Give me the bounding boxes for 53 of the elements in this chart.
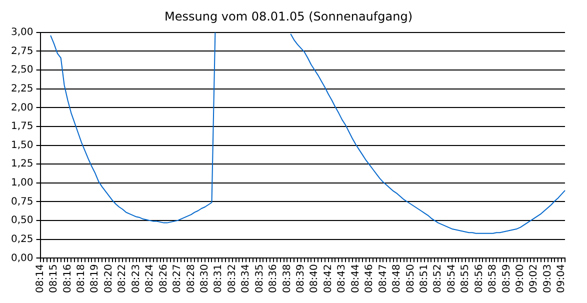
- x-tick-label: 08:20: [103, 264, 114, 294]
- y-tick-label: 0,25: [11, 234, 34, 245]
- x-tick-label: 08:42: [322, 264, 334, 294]
- y-tick-label: 1,00: [11, 178, 34, 189]
- x-tick-label: 08:56: [474, 264, 485, 294]
- x-tick-label: 08:15: [48, 264, 60, 294]
- x-tick-label: 09:03: [542, 264, 554, 294]
- x-tick-label: 08:44: [350, 264, 362, 294]
- x-tick-label: 08:14: [34, 264, 46, 294]
- x-tick-label: 08:26: [158, 264, 170, 294]
- x-tick-label: 08:36: [268, 264, 280, 294]
- x-tick-label: 08:34: [240, 264, 252, 294]
- x-tick-label: 08:39: [296, 264, 307, 294]
- x-tick-label: 08:51: [418, 264, 430, 294]
- y-tick-label: 2,25: [11, 83, 34, 94]
- x-tick-label: 08:27: [172, 264, 184, 294]
- x-tick-label: 08:48: [392, 264, 403, 294]
- y-tick-label: 0,00: [11, 252, 34, 264]
- x-tick-label: 09:02: [528, 264, 540, 294]
- x-tick-label: 08:22: [117, 264, 128, 294]
- y-tick-label: 2,00: [11, 102, 34, 114]
- x-tick-label: 08:52: [432, 264, 444, 294]
- x-tick-label: 08:28: [186, 264, 197, 294]
- y-tick-label: 1,25: [11, 158, 34, 170]
- chart-title: Messung vom 08.01.05 (Sonnenaufgang): [164, 9, 412, 24]
- x-tick-label: 08:35: [254, 264, 266, 294]
- x-tick-label: 08:19: [90, 264, 101, 294]
- x-tick-label: 08:55: [460, 264, 472, 294]
- x-tick-label: 08:59: [501, 264, 512, 294]
- x-tick-label: 08:40: [309, 264, 320, 294]
- x-tick-label: 08:58: [488, 264, 499, 294]
- x-tick-label: 08:23: [130, 264, 142, 294]
- y-tick-label: 0,75: [11, 196, 34, 208]
- x-tick-label: 08:38: [282, 264, 293, 294]
- x-tick-label: 09:00: [515, 264, 526, 294]
- y-tick-label: 2,75: [11, 46, 34, 57]
- x-tick-label: 08:46: [364, 264, 376, 294]
- y-tick-label: 2,50: [11, 64, 34, 76]
- x-tick-label: 08:30: [199, 264, 210, 294]
- x-tick-label: 09:04: [556, 264, 568, 294]
- y-tick-label: 0,50: [11, 215, 34, 226]
- x-tick-label: 08:43: [336, 264, 348, 294]
- x-tick-label: 08:31: [213, 264, 224, 294]
- x-tick-label: 08:47: [378, 264, 389, 294]
- x-tick-label: 08:18: [76, 264, 88, 294]
- x-tick-label: 08:16: [62, 264, 74, 294]
- x-tick-label: 08:54: [446, 264, 458, 294]
- y-tick-label: 1,50: [11, 140, 34, 151]
- y-tick-label: 3,00: [11, 26, 34, 38]
- x-tick-label: 08:24: [144, 264, 156, 294]
- x-tick-label: 08:50: [405, 264, 416, 294]
- y-tick-label: 1,75: [11, 121, 34, 132]
- x-tick-label: 08:32: [226, 264, 238, 294]
